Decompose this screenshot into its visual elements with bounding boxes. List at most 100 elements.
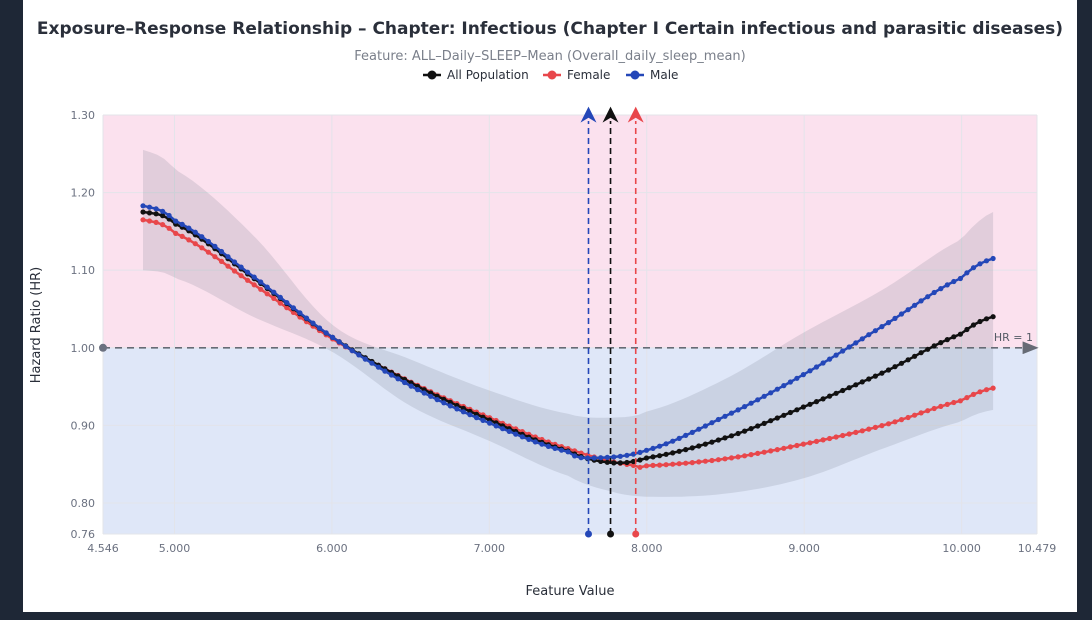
y-tick-label: 0.76 — [71, 528, 96, 541]
series-point — [173, 230, 179, 236]
series-point — [840, 387, 846, 394]
series-point — [657, 453, 663, 459]
series-point — [905, 307, 911, 313]
plot-area: 4.546 5.000 6.000 7.000 8.000 9.000 10.000 10.4… — [71, 106, 1056, 555]
series-point — [761, 449, 767, 455]
series-point — [964, 326, 970, 333]
series-point — [539, 441, 545, 447]
series-point — [670, 450, 676, 456]
series-point — [774, 386, 780, 392]
series-point — [925, 346, 931, 352]
series-point — [173, 218, 179, 224]
series-point — [565, 449, 571, 455]
series-point — [879, 370, 885, 376]
series-point — [977, 389, 983, 395]
series-point — [277, 294, 283, 300]
series-point — [506, 428, 512, 434]
series-point — [303, 315, 310, 321]
series-point — [473, 415, 480, 421]
series-point — [284, 305, 290, 311]
series-point — [794, 375, 800, 381]
series-point — [735, 407, 741, 413]
series-point — [800, 404, 807, 410]
series-point — [186, 225, 192, 231]
series-point — [643, 463, 650, 469]
series-point — [951, 278, 957, 285]
series-point — [212, 254, 218, 260]
series-point — [428, 393, 434, 399]
series-point — [918, 350, 924, 356]
series-point — [722, 435, 728, 441]
series-point — [611, 460, 617, 466]
series-point — [467, 412, 473, 418]
series-point — [715, 437, 722, 443]
series-point — [977, 318, 983, 325]
series-point — [768, 390, 774, 396]
y-tick-label: 0.90 — [71, 419, 96, 432]
series-point — [866, 426, 872, 432]
series-point — [179, 233, 185, 239]
chart-title: Exposure–Response Relationship – Chapter… — [37, 19, 1063, 39]
series-point — [493, 423, 499, 429]
series-point — [898, 417, 905, 423]
series-point — [918, 298, 924, 304]
series-point — [657, 443, 663, 449]
series-point — [140, 209, 146, 215]
series-point — [264, 284, 270, 290]
series-point — [885, 421, 892, 427]
series-point — [755, 397, 761, 403]
series-point — [153, 206, 159, 212]
series-point — [885, 367, 892, 373]
optimum-marker-dot — [584, 530, 592, 538]
series-point — [944, 282, 950, 288]
series-point — [696, 426, 702, 432]
series-point — [186, 237, 192, 243]
series-point — [650, 454, 656, 460]
series-point — [532, 439, 538, 445]
series-point — [925, 408, 931, 414]
series-point — [271, 289, 277, 295]
series-point — [748, 452, 754, 458]
series-point — [990, 255, 996, 262]
series-point — [944, 337, 950, 343]
series-point — [663, 441, 669, 447]
x-tick-label: 10.000 — [942, 542, 981, 555]
optimum-marker-dot — [632, 530, 640, 538]
y-tick-label: 1.10 — [71, 264, 96, 277]
series-point — [735, 454, 741, 460]
series-point — [500, 426, 506, 432]
legend-swatch-dot — [630, 70, 640, 80]
series-point — [813, 438, 820, 444]
y-tick-label: 0.80 — [71, 497, 96, 510]
series-point — [794, 407, 800, 413]
series-point — [859, 379, 865, 385]
series-point — [898, 360, 905, 366]
series-point — [585, 455, 591, 461]
series-point — [761, 420, 767, 426]
series-point — [670, 438, 676, 444]
exposure-response-chart: Exposure–Response Relationship – Chapter… — [29, 19, 1063, 599]
series-point — [676, 461, 682, 467]
series-point — [487, 420, 493, 426]
series-point — [951, 334, 957, 340]
series-point — [598, 455, 604, 461]
series-point — [624, 452, 630, 458]
series-point — [369, 360, 375, 366]
series-point — [218, 248, 225, 255]
series-point — [238, 273, 244, 279]
series-point — [558, 447, 565, 453]
series-point — [761, 393, 767, 399]
series-point — [820, 437, 826, 443]
series-point — [264, 291, 270, 297]
series-point — [415, 387, 421, 393]
series-point — [290, 305, 296, 311]
series-point — [140, 217, 146, 223]
series-point — [931, 343, 937, 349]
series-point — [807, 401, 813, 407]
series-point — [833, 390, 839, 396]
series-point — [643, 455, 650, 461]
series-point — [774, 415, 780, 421]
series-point — [859, 336, 865, 342]
series-point — [768, 448, 774, 454]
series-point — [781, 383, 787, 389]
